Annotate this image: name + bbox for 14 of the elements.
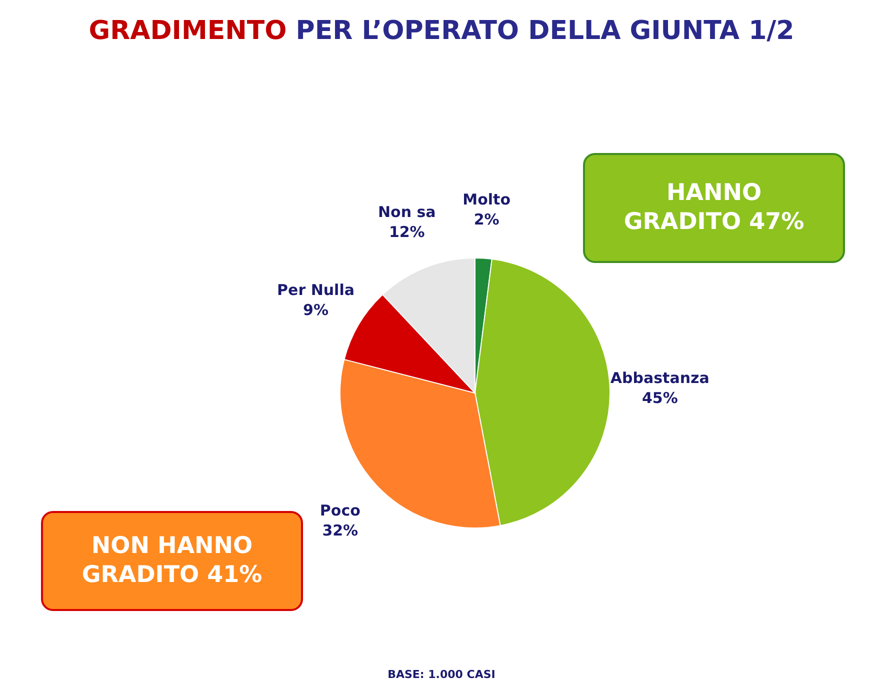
data-label: 9% (303, 300, 328, 319)
text: HANNO GRADITO 47% (583, 153, 845, 263)
slice-label: Non sa (378, 202, 436, 221)
slice-label: Per Nulla (277, 280, 354, 299)
data-label: 45% (642, 389, 678, 408)
slice-label: Abbastanza (610, 369, 710, 388)
text: NON HANNO GRADITO 41% (41, 511, 303, 611)
text: BASE: 1.000 CASI (386, 668, 496, 681)
slice-label: Molto (462, 190, 511, 208)
chart-title: GRADIMENTO PER L’OPERATO DELLA GIUNTA 1/2 (88, 16, 794, 46)
slice-label: Poco (320, 502, 360, 520)
data-label: 32% (322, 522, 358, 540)
data-label: 12% (388, 222, 425, 241)
data-label: 2% (474, 210, 500, 228)
